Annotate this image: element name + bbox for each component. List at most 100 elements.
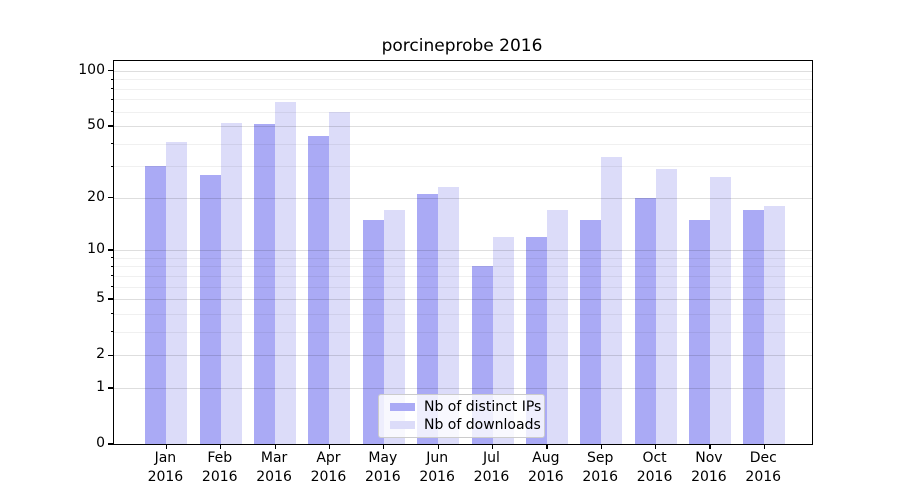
x-tick-month: Feb: [207, 450, 233, 466]
plot-area: Nb of distinct IPs Nb of downloads: [108, 60, 813, 449]
bar-ips-aug: [525, 236, 547, 444]
bar-ips-oct: [634, 197, 656, 444]
y-tick-20: [108, 197, 113, 199]
y-minortick-7: [110, 275, 114, 277]
x-tick-label-apr: Apr 2016: [298, 449, 358, 487]
x-tick-month: Sep: [586, 450, 614, 466]
gridline-minor-30: [114, 166, 812, 168]
y-minortick-3: [110, 331, 114, 333]
x-tick-year: 2016: [745, 469, 782, 485]
bar-downloads-feb: [220, 122, 242, 444]
bar-ips-nov: [688, 219, 710, 444]
y-minortick-8: [110, 265, 114, 267]
x-tick-dec: [763, 445, 765, 449]
y-minortick-4: [110, 313, 114, 315]
gridline-major-10: [114, 250, 812, 252]
x-tick-year: 2016: [636, 469, 673, 485]
x-tick-year: 2016: [147, 469, 184, 485]
x-tick-jan: [165, 445, 168, 449]
grid-layer: [114, 61, 812, 444]
x-tick-sep: [600, 445, 602, 449]
legend-item-distinct-ips: Nb of distinct IPs: [379, 399, 544, 415]
bar-ips-may: [362, 219, 384, 444]
chart-title: porcineprobe 2016: [381, 36, 543, 56]
gridline-minor-6: [114, 286, 812, 288]
x-tick-month: Jun: [426, 450, 449, 466]
x-tick-jun: [437, 445, 439, 449]
gridline-major-2: [114, 355, 812, 357]
y-minortick-40: [110, 143, 114, 145]
x-tick-month: Jul: [483, 450, 500, 466]
x-tick-month: Oct: [642, 450, 667, 466]
gridline-minor-90: [114, 79, 812, 81]
legend: Nb of distinct IPs Nb of downloads: [378, 394, 545, 438]
bar-downloads-apr: [329, 111, 351, 444]
y-minortick-70: [110, 98, 114, 100]
gridline-minor-70: [114, 99, 812, 101]
bar-downloads-sep: [601, 156, 623, 444]
y-tick-2: [108, 354, 113, 356]
bar-ips-dec: [743, 210, 765, 444]
y-tick-100: [108, 70, 113, 72]
gridline-minor-7: [114, 275, 812, 277]
bars-layer: [114, 61, 812, 444]
gridline-minor-3: [114, 331, 812, 333]
gridline-major-5: [114, 299, 812, 301]
legend-swatch-distinct-ips: [390, 402, 415, 411]
y-tick-50: [108, 125, 113, 127]
x-tick-label-mar: Mar 2016: [244, 449, 304, 487]
x-tick-may: [383, 445, 385, 449]
x-tick-year: 2016: [473, 469, 510, 485]
y-minortick-80: [110, 88, 114, 90]
gridline-major-100: [114, 70, 812, 72]
gridline-major-20: [114, 197, 812, 199]
bar-downloads-jul: [492, 236, 514, 444]
y-tick-1: [108, 387, 113, 389]
y-minortick-6: [110, 286, 114, 288]
x-tick-label-jun: Jun 2016: [407, 449, 467, 487]
gridline-major-1: [114, 387, 812, 389]
x-tick-year: 2016: [419, 469, 455, 485]
x-tick-label-nov: Nov 2016: [679, 449, 739, 487]
y-tick-10: [108, 249, 113, 251]
x-tick-label-aug: Aug 2016: [516, 449, 576, 487]
y-tick-5: [108, 298, 113, 300]
x-tick-month: Mar: [260, 450, 288, 466]
legend-label-downloads: Nb of downloads: [424, 417, 541, 434]
bar-downloads-jun: [438, 187, 460, 444]
bar-downloads-nov: [709, 177, 731, 444]
x-tick-label-feb: Feb 2016: [190, 449, 250, 487]
y-tick-label-1: 1: [96, 378, 105, 395]
gridline-minor-40: [114, 143, 812, 145]
bar-downloads-dec: [764, 205, 786, 444]
x-tick-year: 2016: [201, 469, 238, 485]
x-tick-month: Jan: [154, 450, 177, 466]
y-axis: 0 1 2 5 10 20 50 100: [0, 60, 105, 451]
y-tick-0: [108, 443, 113, 445]
bar-ips-mar: [254, 124, 276, 444]
x-tick-label-oct: Oct 2016: [625, 449, 685, 487]
x-tick-feb: [220, 445, 222, 449]
y-tick-label-2: 2: [96, 346, 105, 363]
ticks-layer: [108, 61, 812, 449]
bar-downloads-jan: [166, 141, 188, 444]
x-tick-month: Nov: [695, 450, 723, 466]
gridline-minor-9: [114, 257, 812, 259]
bar-ips-apr: [308, 136, 330, 444]
y-tick-label-20: 20: [87, 188, 105, 205]
bar-downloads-may: [383, 210, 405, 444]
x-tick-month: Dec: [749, 450, 777, 466]
legend-label-distinct-ips: Nb of distinct IPs: [424, 398, 542, 415]
gridline-minor-80: [114, 88, 812, 90]
x-tick-label-jul: Jul 2016: [462, 449, 522, 487]
y-tick-label-10: 10: [87, 241, 105, 258]
bar-downloads-aug: [546, 210, 568, 444]
bar-downloads-mar: [275, 101, 297, 444]
y-minortick-90: [110, 78, 114, 80]
y-minortick-60: [110, 111, 114, 113]
x-tick-label-jan: Jan 2016: [135, 449, 195, 487]
y-tick-label-0: 0: [96, 435, 105, 451]
y-minortick-30: [110, 165, 114, 167]
bar-ips-feb: [199, 174, 221, 444]
x-tick-aug: [546, 445, 548, 449]
